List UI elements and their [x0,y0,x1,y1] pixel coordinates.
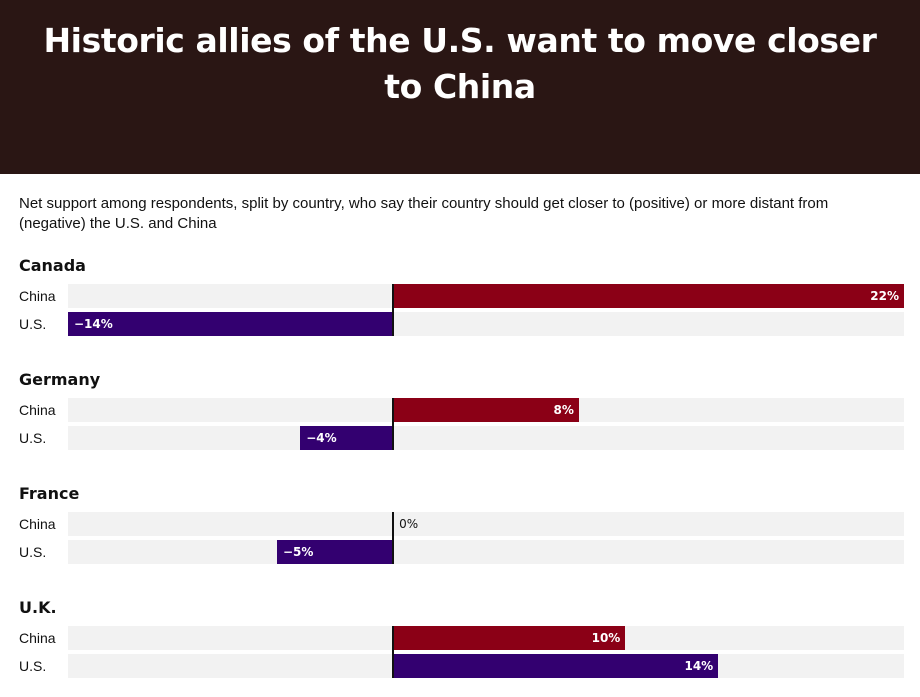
data-label: 8% [553,403,574,417]
bar [393,398,579,422]
header-banner: Historic allies of the U.S. want to move… [0,0,920,174]
data-label: 14% [684,659,714,673]
bar [300,426,394,450]
group-label: U.K. [19,598,57,617]
zero-axis-line [392,626,395,678]
bar [393,284,904,308]
data-label: −5% [283,545,314,559]
row-label: U.S. [19,658,47,674]
chart-subtitle: Net support among respondents, split by … [19,195,829,232]
bar [393,654,719,678]
bar-track [68,512,904,536]
data-label: 0% [399,517,419,531]
bar-track [68,540,904,564]
group-label: France [19,484,80,503]
bar [277,540,394,564]
group-label: Canada [19,256,86,275]
row-label: China [19,516,56,532]
row-label: U.S. [19,544,47,560]
bar [393,626,626,650]
chart-title: Historic allies of the U.S. want to move… [43,21,877,106]
data-label: 22% [870,289,899,303]
zero-axis-line [392,512,395,564]
zero-axis-line [392,398,395,450]
row-label: China [19,630,56,646]
bar [68,312,394,336]
data-label: 10% [591,631,621,645]
bar-track [68,426,904,450]
row-label: China [19,288,56,304]
row-label: China [19,402,56,418]
data-label: −14% [74,317,113,331]
zero-axis-line [392,284,395,336]
row-label: U.S. [19,316,47,332]
row-label: U.S. [19,430,47,446]
group-label: Germany [19,370,101,389]
data-label: −4% [306,431,337,445]
